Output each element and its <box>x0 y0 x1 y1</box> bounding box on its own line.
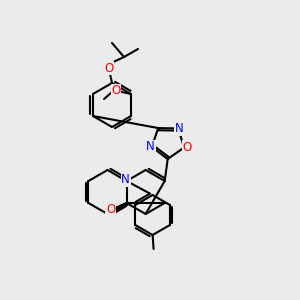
Text: O: O <box>104 61 114 74</box>
Text: N: N <box>175 122 184 135</box>
Text: N: N <box>146 140 155 154</box>
Text: N: N <box>121 173 130 187</box>
Text: O: O <box>106 203 115 217</box>
Text: O: O <box>111 85 121 98</box>
Text: O: O <box>182 141 192 154</box>
